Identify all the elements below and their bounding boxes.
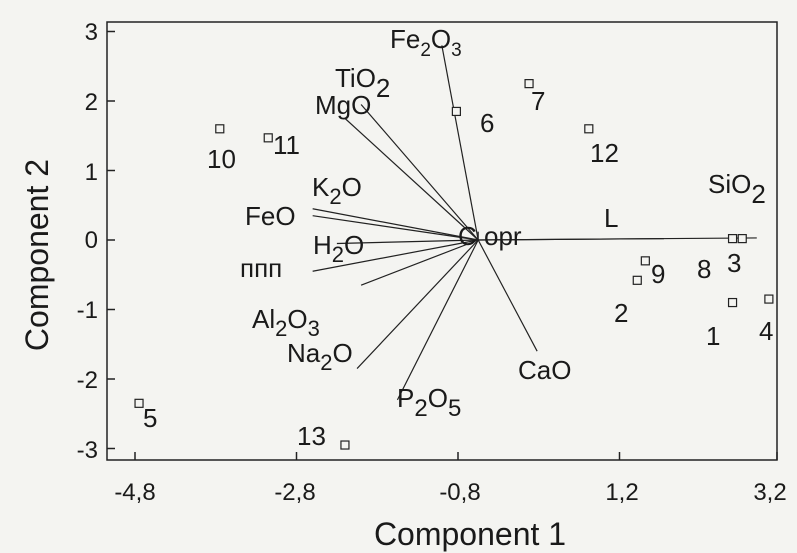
x-axis-title: Component 1 bbox=[374, 516, 566, 552]
vector-tio2 bbox=[360, 104, 479, 241]
vector-p2o5 bbox=[396, 239, 479, 401]
sample-marker-8 bbox=[727, 234, 738, 244]
sample-marker-1 bbox=[727, 297, 738, 308]
sample-marker-12 bbox=[584, 124, 594, 134]
y-tick-label: 0 bbox=[85, 227, 98, 254]
sample-label-12: 12 bbox=[590, 138, 619, 168]
sample-label-5: 5 bbox=[143, 403, 157, 433]
y-axis-title: Component 2 bbox=[19, 159, 55, 351]
x-tick-label: -4,8 bbox=[114, 479, 155, 506]
x-tick-label: -0,8 bbox=[439, 479, 480, 506]
var-label-tio2: TiO2 bbox=[335, 63, 390, 103]
sample-marker-6 bbox=[451, 106, 461, 117]
var-label-fe2o3: Fe2O3 bbox=[390, 24, 462, 61]
sample-markers bbox=[134, 79, 774, 450]
sample-marker-11 bbox=[263, 133, 273, 143]
sample-label-10: 10 bbox=[207, 144, 236, 174]
vector-feo bbox=[312, 215, 479, 241]
var-label-copr: C opr bbox=[458, 221, 522, 251]
sample-marker-4 bbox=[764, 294, 774, 304]
vector-cao bbox=[477, 239, 538, 352]
x-tick-label: 1,2 bbox=[605, 479, 638, 506]
var-label-mgo: MgO bbox=[315, 90, 371, 120]
sample-label-6: 6 bbox=[480, 108, 494, 138]
var-label-feo: FeO bbox=[245, 201, 296, 231]
var-label-na2o: Na2O bbox=[287, 338, 353, 375]
var-label-cao: CaO bbox=[518, 355, 571, 385]
y-tick-label: -3 bbox=[77, 437, 98, 464]
var-label-l: L bbox=[604, 203, 618, 233]
variable-labels: Fe2O3 TiO2 MgO K2O FeO H2O ппп Al2O3 Na2… bbox=[240, 24, 766, 422]
sample-marker-9 bbox=[640, 256, 650, 266]
y-tick-label: 3 bbox=[85, 19, 98, 46]
vector-k2o bbox=[312, 208, 479, 241]
sample-label-4: 4 bbox=[759, 316, 773, 346]
vector-fe2o3 bbox=[441, 45, 479, 241]
y-tick-label: -2 bbox=[77, 367, 98, 394]
sample-label-1: 1 bbox=[706, 321, 720, 351]
sample-labels: 1 2 3 4 5 6 7 8 9 10 11 12 13 bbox=[143, 86, 773, 451]
sample-marker-10 bbox=[215, 124, 225, 134]
sample-label-2: 2 bbox=[614, 298, 628, 328]
y-tick-labels: 3 2 1 0 -1 -2 -3 bbox=[77, 19, 98, 464]
sample-label-8: 8 bbox=[697, 254, 711, 284]
vector-l bbox=[478, 238, 664, 241]
plot-frame bbox=[106, 21, 778, 461]
y-tick-label: 2 bbox=[85, 89, 98, 116]
x-tick-labels: -4,8 -2,8 -0,8 1,2 3,2 bbox=[114, 479, 786, 506]
sample-marker-5 bbox=[134, 398, 144, 408]
sample-marker-13 bbox=[340, 440, 350, 450]
vector-al2o3 bbox=[360, 239, 479, 286]
sample-label-9: 9 bbox=[651, 259, 665, 289]
loading-vectors bbox=[312, 45, 757, 401]
sample-marker-7 bbox=[524, 79, 534, 89]
x-tick-label: -2,8 bbox=[274, 479, 315, 506]
vector-h2o bbox=[336, 239, 479, 245]
y-tick-label: -1 bbox=[77, 297, 98, 324]
x-tick-label: 3,2 bbox=[753, 479, 786, 506]
var-label-al2o3: Al2O3 bbox=[252, 304, 320, 341]
vector-mgo bbox=[344, 117, 479, 241]
axis-ticks bbox=[107, 30, 778, 460]
var-label-p2o5: P2O5 bbox=[397, 383, 461, 422]
sample-label-7: 7 bbox=[531, 86, 545, 116]
var-label-k2o: K2O bbox=[312, 172, 362, 209]
vector-na2o bbox=[356, 239, 479, 369]
var-label-sio2: SiO2 bbox=[708, 169, 766, 209]
var-label-h2o: H2O bbox=[313, 230, 364, 267]
sample-label-11: 11 bbox=[273, 130, 300, 160]
sample-marker-3 bbox=[737, 234, 747, 244]
vector-ппп bbox=[312, 239, 479, 272]
var-label-ppp: ппп bbox=[240, 253, 282, 283]
y-tick-label: 1 bbox=[85, 159, 98, 186]
sample-label-13: 13 bbox=[297, 421, 326, 451]
sample-marker-2 bbox=[632, 275, 642, 285]
sample-label-3: 3 bbox=[727, 248, 741, 278]
